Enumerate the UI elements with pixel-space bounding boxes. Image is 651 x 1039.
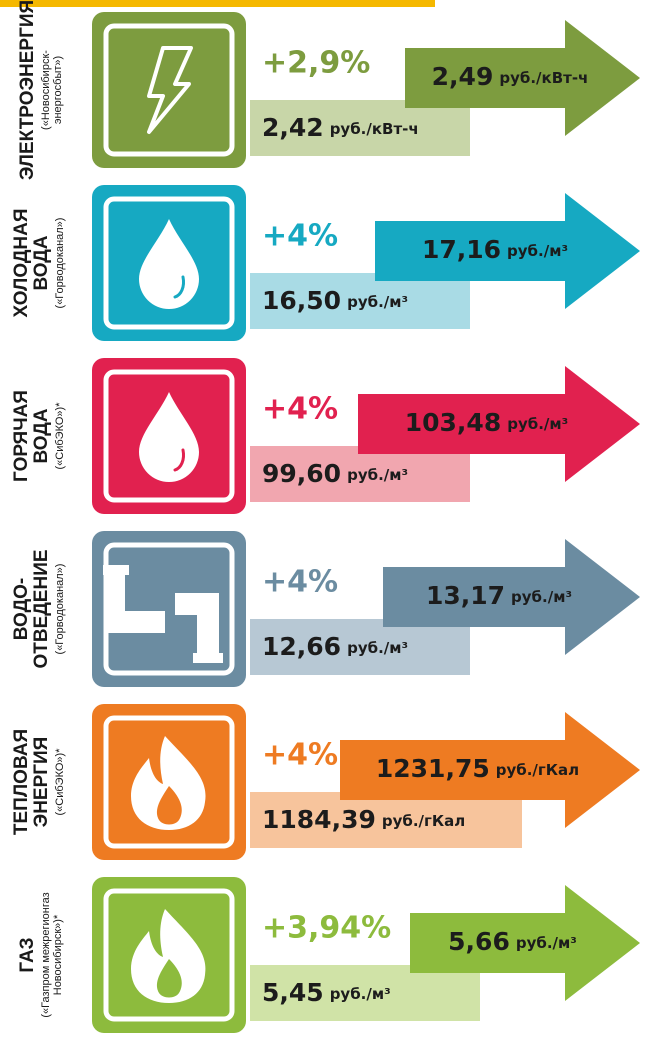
service-name: ОТВЕДЕНИЕ [31,549,52,668]
provider-name: («СибЭКО»)* [54,748,66,816]
bolt [147,46,193,134]
provider-name: Новосибирск»)* [52,914,64,995]
old-value-unit: руб./м³ [330,985,391,1003]
top-bar [0,0,435,7]
old-value-unit: руб./гКал [382,812,465,830]
new-value-arrow [410,885,640,1001]
old-value: 12,66 руб./м³ [262,632,408,661]
provider-name: («Горводоканал») [54,218,66,309]
pipe-joint [193,653,223,663]
old-value-number: 5,45 [262,978,324,1007]
old-value-number: 16,50 [262,286,341,315]
new-value-arrow [358,366,640,482]
provider-name: («Газпром межрегионгаз [40,892,52,1017]
icon-frame [103,715,235,849]
service-name: ВОДА [31,235,52,290]
new-value: 5,66 руб./м³ [448,927,577,956]
new-value-number: 5,66 [448,927,510,956]
new-value-number: 17,16 [422,235,501,264]
old-value: 5,45 руб./м³ [262,978,391,1007]
provider-name: энергосбыт») [52,56,64,124]
drop-shine [173,448,185,472]
old-value-number: 1184,39 [262,805,376,834]
provider-name: («Горводоканал») [54,564,66,655]
new-value-number: 1231,75 [376,754,490,783]
new-value-number: 13,17 [426,581,505,610]
change-percent: +4% [262,738,338,773]
old-value-bar [250,273,470,329]
new-value-unit: руб./гКал [496,761,579,779]
flame-core [156,959,182,998]
icon [131,909,206,1003]
old-value-bar [250,792,522,848]
icon [147,46,193,134]
old-value-unit: руб./м³ [347,293,408,311]
new-value-arrow [375,193,640,309]
icon-frame [103,196,235,330]
new-value-arrow [405,20,640,136]
old-value: 2,42 руб./кВт-ч [262,113,419,142]
old-value: 1184,39 руб./гКал [262,805,465,834]
new-value: 2,49 руб./кВт-ч [432,62,589,91]
service-name: ЭЛЕКТРОЭНЕРГИЯ [17,0,38,180]
old-value-bar [250,446,470,502]
service-name: ГОРЯЧАЯ [11,390,32,482]
change-percent: +4% [262,565,338,600]
service-name: ТЕПЛОВАЯ [11,729,32,835]
new-value-number: 103,48 [405,408,501,437]
old-value-unit: руб./м³ [347,466,408,484]
old-value-bar [250,100,470,156]
old-value-bar [250,965,480,1021]
new-value-unit: руб./м³ [511,588,572,606]
new-value: 1231,75 руб./гКал [376,754,579,783]
old-value-number: 99,60 [262,459,341,488]
icon-frame [103,888,235,1022]
old-value-number: 12,66 [262,632,341,661]
flame [131,909,206,1003]
pipe [107,571,219,657]
new-value-arrow [383,539,640,655]
drop-shine [173,275,185,299]
new-value: 103,48 руб./м³ [405,408,568,437]
provider-name: («Новосибирск- [40,50,52,130]
flame-core [156,786,182,825]
icon-frame [103,23,235,157]
new-value-unit: руб./м³ [507,242,568,260]
change-percent: +3,94% [262,911,391,946]
new-value-arrow [340,712,640,828]
service-name: ГАЗ [17,937,38,972]
icon-frame [103,369,235,503]
icon [103,565,223,663]
service-name: ВОДА [31,408,52,463]
change-percent: +4% [262,219,338,254]
old-value-number: 2,42 [262,113,324,142]
new-value: 13,17 руб./м³ [426,581,572,610]
old-value: 99,60 руб./м³ [262,459,408,488]
flame [131,736,206,830]
service-name: ЭНЕРГИЯ [31,737,52,828]
change-percent: +4% [262,392,338,427]
icon [131,736,206,830]
icon-box [92,12,246,168]
icon [139,392,199,482]
old-value-unit: руб./м³ [347,639,408,657]
service-name: ХОЛОДНАЯ [11,209,32,318]
new-value-unit: руб./м³ [516,934,577,952]
old-value: 16,50 руб./м³ [262,286,408,315]
new-value: 17,16 руб./м³ [422,235,568,264]
icon [139,219,199,309]
old-value-unit: руб./кВт-ч [330,120,419,138]
change-percent: +2,9% [262,46,370,81]
new-value-unit: руб./м³ [507,415,568,433]
old-value-bar [250,619,470,675]
new-value-unit: руб./кВт-ч [499,69,588,87]
icon-frame [103,542,235,676]
pipe-joint [103,565,129,575]
service-name: ВОДО- [11,578,32,640]
new-value-number: 2,49 [432,62,494,91]
provider-name: («СибЭКО»)* [54,402,66,470]
